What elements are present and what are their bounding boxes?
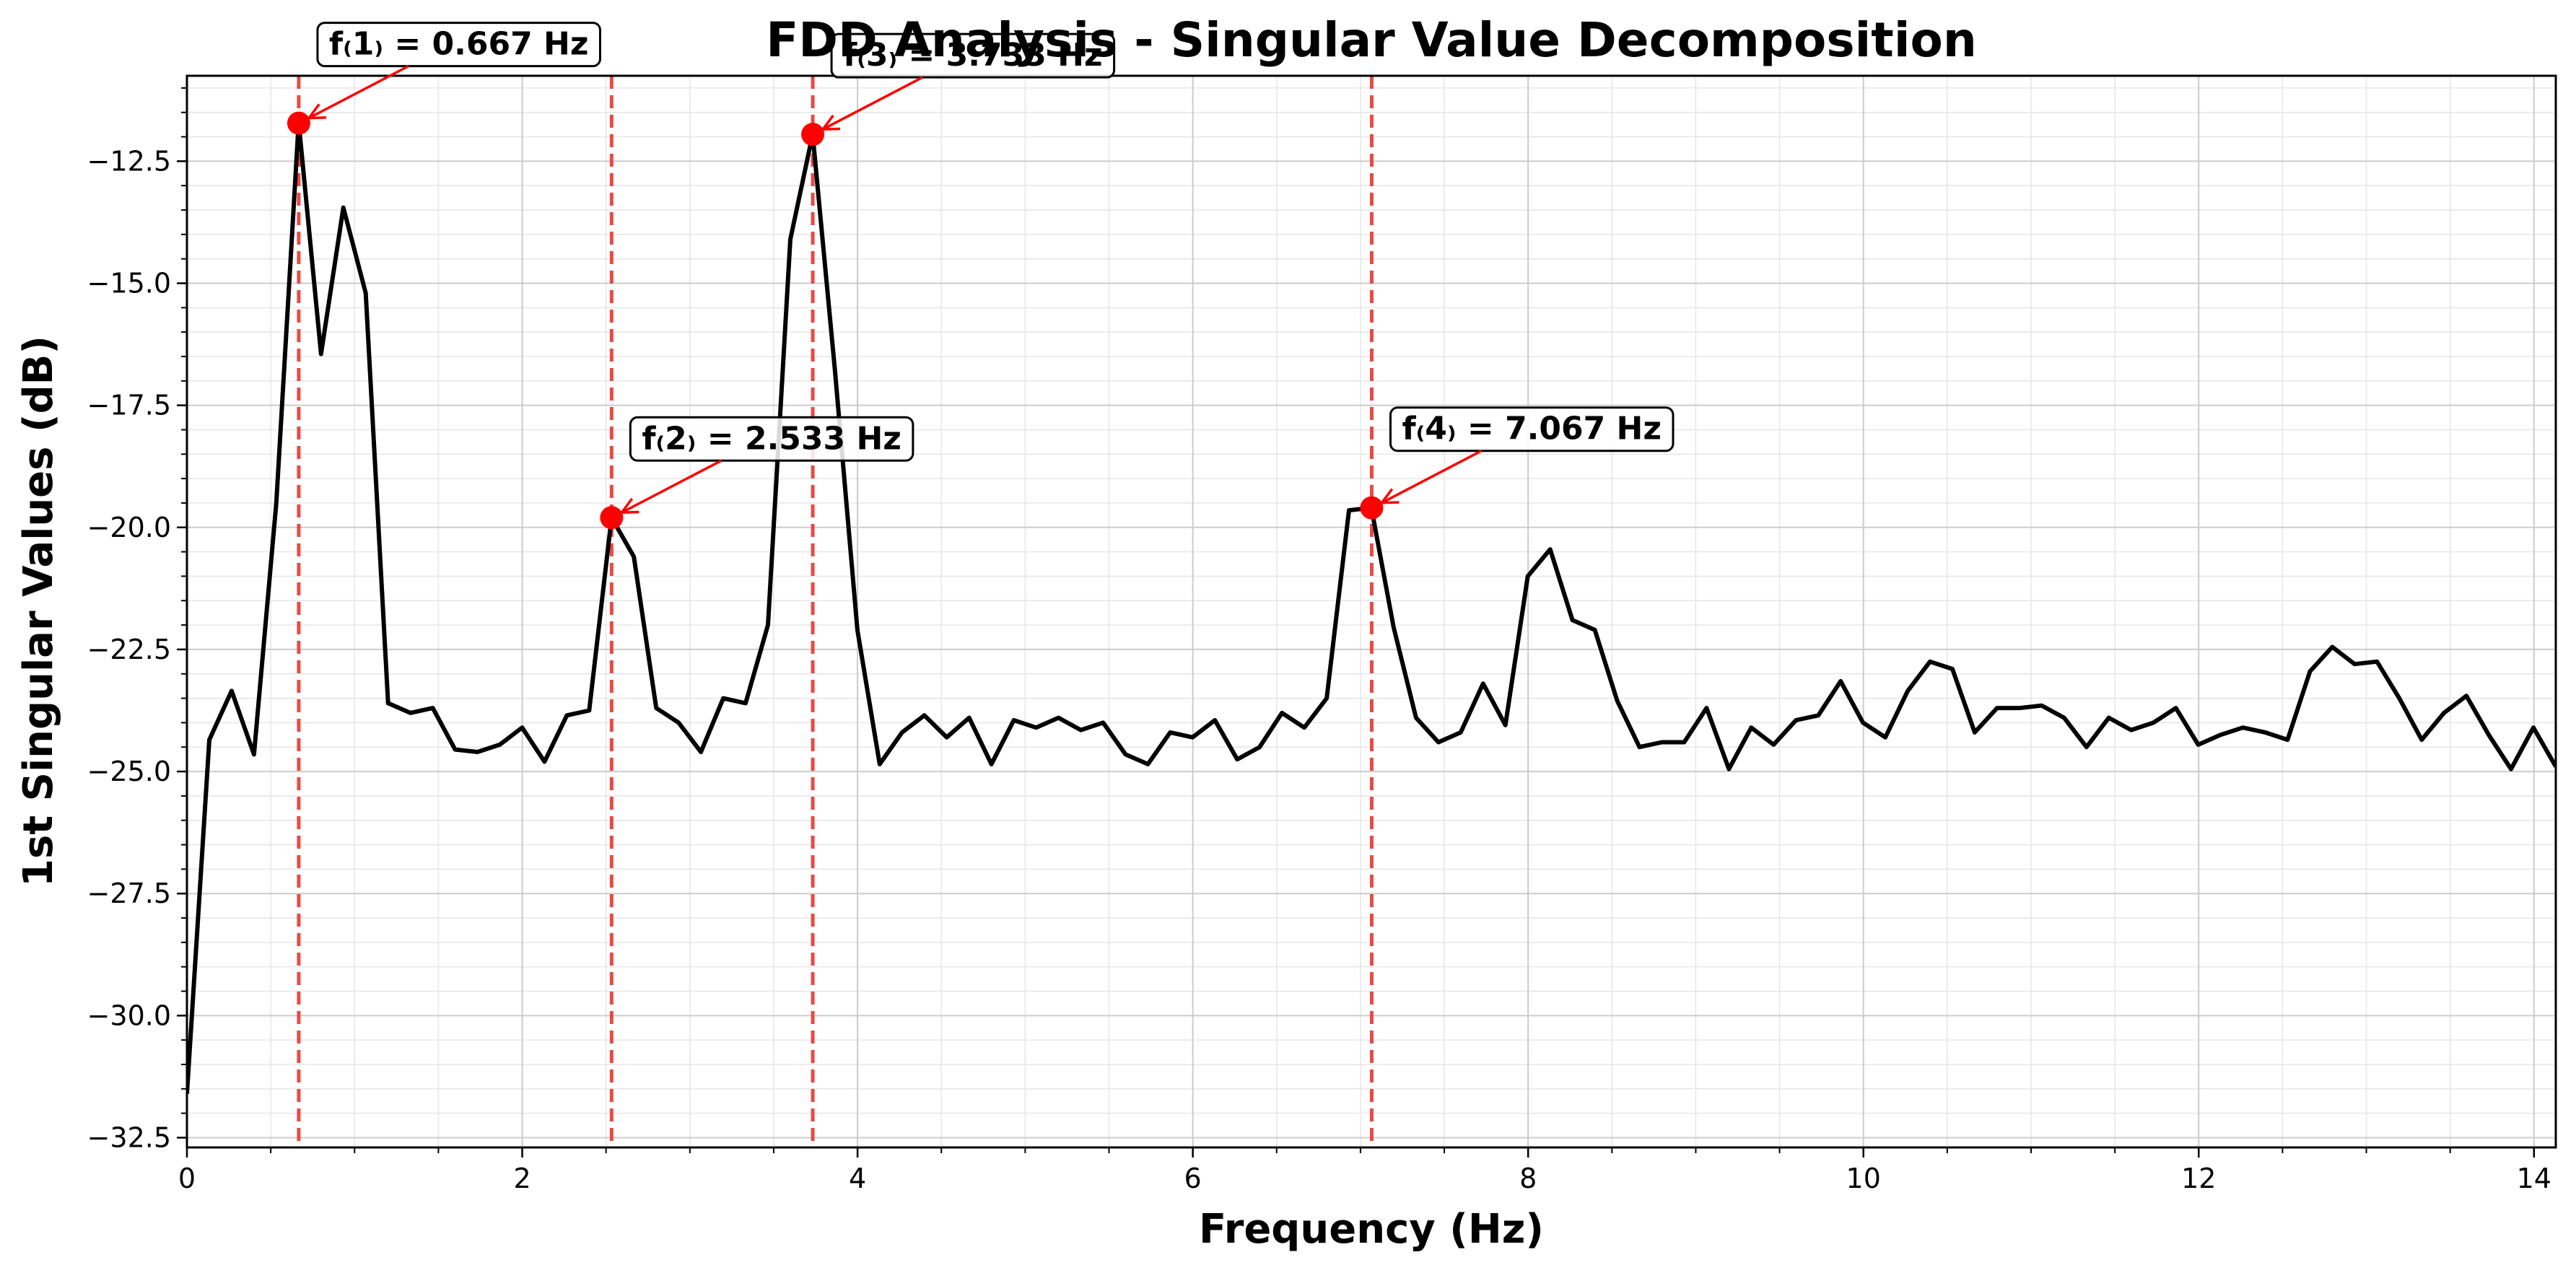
peak-annotations: f₍1₎ = 0.667 Hz f₍2₎ = 2.533 Hz f₍3₎ = 3.7… <box>306 22 1675 515</box>
peak-annotation-arrow <box>822 76 923 131</box>
peak-annotation-box <box>1389 406 1675 452</box>
grid <box>186 76 2556 1147</box>
plot-frame <box>185 74 2557 1149</box>
x-tick-label: 2 <box>513 1163 531 1194</box>
y-tick-label: −12.5 <box>87 145 171 177</box>
x-tick-label: 0 <box>178 1163 196 1194</box>
peak-annotation-arrow <box>308 65 409 120</box>
peak-annotation: f₍4₎ = 7.067 Hz <box>1379 406 1675 504</box>
x-tick-label: 4 <box>849 1163 866 1194</box>
x-tick-label: 8 <box>1519 1163 1537 1194</box>
peak-annotation-box <box>629 416 914 462</box>
y-tick-label: −27.5 <box>87 878 171 909</box>
peak-annotation: f₍2₎ = 2.533 Hz <box>619 416 914 515</box>
peak-annotation-arrow <box>1381 450 1483 504</box>
peak-points <box>287 111 1384 530</box>
y-tick-label: −17.5 <box>87 390 171 421</box>
x-tick-label: 6 <box>1184 1163 1202 1194</box>
y-tick-label: −20.0 <box>87 512 171 543</box>
y-tick-label: −25.0 <box>87 756 171 787</box>
x-tick-label: 14 <box>2517 1163 2551 1194</box>
peak-annotation: f₍3₎ = 3.733 Hz <box>820 32 1116 131</box>
peak-annotation: f₍1₎ = 0.667 Hz <box>306 22 601 120</box>
x-tick-label: 10 <box>1846 1163 1881 1194</box>
peak-annotation-label: f₍2₎ = 2.533 Hz <box>642 420 901 457</box>
peak-annotation-label: f₍1₎ = 0.667 Hz <box>329 26 589 63</box>
peak-annotation-arrow <box>621 459 722 514</box>
y-tick-label: −15.0 <box>87 268 171 299</box>
peak-annotation-box <box>316 22 601 68</box>
peak-marker-lines <box>297 76 1374 1147</box>
peak-point <box>1360 496 1384 520</box>
y-tick-label: −32.5 <box>87 1121 171 1153</box>
peak-annotation-label: f₍3₎ = 3.733 Hz <box>843 37 1103 74</box>
peak-annotation-box <box>830 32 1116 79</box>
peak-annotation-arrowhead <box>1379 488 1400 504</box>
peak-point <box>287 111 310 135</box>
y-axis-label: 1st Singular Values (dB) <box>15 336 62 887</box>
chart-title: FDD Analysis - Singular Value Decomposit… <box>766 12 1977 68</box>
peak-annotation-arrowhead <box>619 497 639 515</box>
y-tick-label: −22.5 <box>87 634 171 665</box>
peak-annotation-label: f₍4₎ = 7.067 Hz <box>1402 411 1662 447</box>
axis-ticks: 0 2 4 6 8 10 12 14 −32.5 −30.0 −27.5 −25.0 −22.5 −20.… <box>87 87 2551 1194</box>
x-tick-label: 12 <box>2181 1163 2216 1194</box>
peak-point <box>600 506 624 530</box>
peak-annotation-arrowhead <box>306 103 326 120</box>
peak-point <box>801 123 825 146</box>
x-axis-label: Frequency (Hz) <box>1199 1206 1544 1253</box>
y-tick-label: −30.0 <box>87 999 171 1031</box>
peak-annotation-arrowhead <box>820 114 841 131</box>
